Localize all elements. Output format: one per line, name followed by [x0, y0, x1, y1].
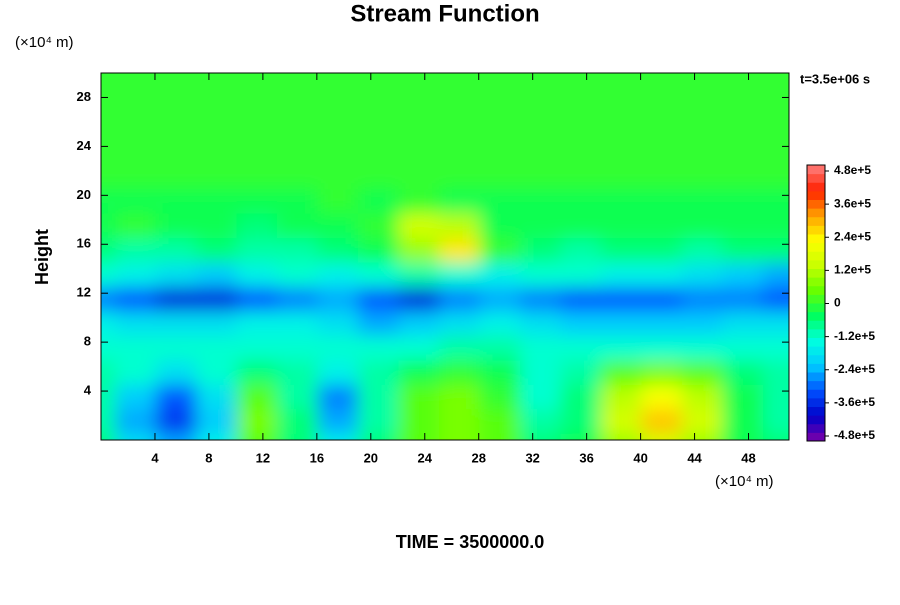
colorbar-tick-label: 4.8e+5	[834, 163, 871, 177]
colorbar-band	[807, 242, 825, 252]
y-tick-label: 20	[77, 187, 91, 202]
x-tick-label: 28	[471, 450, 485, 465]
footer: TIME = 3500000.0	[396, 532, 545, 552]
plot-frame	[100, 72, 790, 441]
x-tick-label: 24	[418, 450, 433, 465]
x-tick-label: 4	[151, 450, 159, 465]
colorbar-tick-label: -2.4e+5	[834, 362, 875, 376]
colorbar-tick-label: -3.6e+5	[834, 395, 875, 409]
colorbar-band	[807, 406, 825, 416]
colorbar-band	[807, 190, 825, 200]
colorbar-band	[807, 346, 825, 356]
colorbar-band	[807, 328, 825, 338]
x-unit-label: (×10⁴ m)	[715, 473, 774, 490]
colorbar-band	[807, 372, 825, 382]
x-tick-label: 20	[364, 450, 378, 465]
x-tick-label: 44	[687, 450, 702, 465]
x-tick-label: 40	[633, 450, 647, 465]
field-cell	[762, 73, 789, 92]
y-tick-label: 24	[77, 138, 92, 153]
field-cell	[479, 73, 532, 92]
colorbar-band	[807, 251, 825, 261]
x-tick-label: 48	[741, 450, 755, 465]
colorbar-tick-label: -1.2e+5	[834, 329, 875, 343]
colorbar-band	[807, 199, 825, 209]
colorbar-band	[807, 415, 825, 425]
x-tick-label: 12	[256, 450, 270, 465]
colorbar-band	[807, 285, 825, 295]
colorbar-band	[807, 303, 825, 313]
colorbar-band	[807, 294, 825, 304]
colorbar-band	[807, 354, 825, 364]
colorbar-band	[807, 311, 825, 321]
field	[101, 73, 789, 440]
y-tick-label: 8	[84, 334, 91, 349]
colorbar-band	[807, 225, 825, 235]
colorbar-band	[807, 182, 825, 192]
colorbar-band	[807, 268, 825, 278]
colorbar-band	[807, 389, 825, 399]
colorbar-tick-label: -4.8e+5	[834, 428, 875, 442]
colorbar-band	[807, 259, 825, 269]
y-tick-label: 12	[77, 285, 91, 300]
colorbar-band	[807, 380, 825, 390]
colorbar-tick-label: 3.6e+5	[834, 196, 871, 210]
x-tick-label: 8	[205, 450, 212, 465]
x-tick-label: 32	[525, 450, 539, 465]
colorbar-band	[807, 165, 825, 175]
y-unit-label: (×10⁴ m)	[15, 34, 74, 51]
field-cell	[155, 73, 209, 92]
colorbar-band	[807, 432, 825, 442]
field-cell	[560, 73, 613, 92]
colorbar-band	[807, 173, 825, 183]
field-cell	[722, 73, 775, 92]
colorbar: -4.8e+5 -3.6e+5 -2.4e+5 -1.2e+5 0 1.2e+5 2.4e+…	[806, 163, 875, 442]
colorbar-band	[807, 320, 825, 330]
plot-area	[101, 73, 789, 440]
y-tick-label: 28	[77, 89, 91, 104]
colorbar-band	[807, 363, 825, 373]
colorbar-band	[807, 423, 825, 433]
field-cell	[317, 73, 371, 92]
colorbar-band	[807, 337, 825, 347]
field-cell	[236, 73, 290, 92]
x-tick-label: 16	[310, 450, 324, 465]
field-cell	[641, 73, 694, 92]
y-axis-label: Height	[32, 229, 52, 285]
field-cell	[398, 73, 451, 92]
colorbar-band	[807, 234, 825, 244]
y-tick-label: 4	[84, 383, 92, 398]
chart-title: Stream Function	[350, 0, 539, 27]
colorbar-band	[807, 208, 825, 218]
colorbar-tick-label: 0	[834, 296, 841, 310]
colorbar-tick-label: 1.2e+5	[834, 263, 871, 277]
x-tick-label: 36	[579, 450, 593, 465]
colorbar-band	[807, 277, 825, 287]
y-tick-label: 16	[77, 236, 91, 251]
colorbar-band	[807, 397, 825, 407]
colorbar-tick-label: 2.4e+5	[834, 229, 871, 243]
time-label: t=3.5e+06 s	[800, 71, 870, 86]
colorbar-band	[807, 216, 825, 226]
